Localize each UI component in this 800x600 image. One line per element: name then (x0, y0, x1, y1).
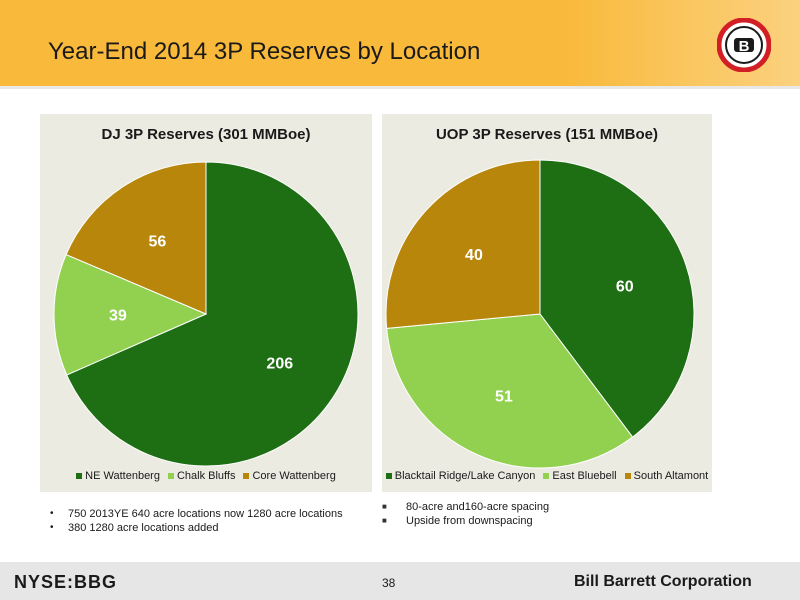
uop-pie-slice (539, 159, 695, 438)
dj-notes: • 750 2013YE 640 acre locations now 1280 … (50, 507, 343, 535)
uop-notes: ■ 80-acre and160-acre spacing ■ Upside fro… (382, 500, 549, 528)
uop-chart-legend: Blacktail Ridge/Lake Canyon East Bluebell… (382, 470, 712, 482)
footer-company: Bill Barrett Corporation (574, 573, 752, 590)
dj-legend-item: Core Wattenberg (243, 470, 336, 482)
dj-pie-slice (66, 161, 359, 467)
footer-ticker: NYSE:BBG (14, 572, 118, 592)
legend-label: South Altamont (633, 470, 709, 482)
company-logo: B (717, 18, 771, 72)
footer-bar (0, 562, 800, 600)
logo-letter: B (739, 38, 750, 55)
bullet-dot-icon: • (50, 508, 54, 519)
legend-label: Chalk Bluffs (176, 470, 236, 482)
uop-slice-value-label: 60 (616, 279, 634, 296)
legend-swatch-icon (624, 473, 631, 479)
bullet-dot-icon: • (50, 522, 54, 533)
dj-chart-panel: DJ 3P Reserves (301 MMBoe) 206 39 56 NE Wa… (40, 114, 372, 492)
dj-chart-title: DJ 3P Reserves (301 MMBoe) (101, 126, 311, 143)
legend-label: Core Wattenberg (252, 470, 336, 482)
uop-slice-value-label: 40 (465, 247, 483, 264)
uop-slice-value-label: 51 (495, 389, 513, 406)
note-item: ■ Upside from downspacing (382, 515, 533, 527)
dj-slice-value-label: 206 (266, 355, 293, 372)
uop-chart-panel: UOP 3P Reserves (151 MMBoe) 60 51 40 Black… (382, 114, 712, 492)
bullet-square-icon: ■ (382, 502, 387, 511)
dj-pie-slice (53, 253, 208, 376)
header-divider (0, 86, 800, 89)
dj-chart-legend: NE Wattenberg Chalk Bluffs Core Wattenberg (40, 470, 372, 482)
bullet-square-icon: ■ (382, 516, 387, 525)
legend-swatch-icon (76, 473, 83, 479)
header-fade (0, 0, 800, 86)
note-item: • 380 1280 acre locations added (50, 522, 219, 534)
legend-label: East Bluebell (552, 470, 617, 482)
dj-pie-chart: 206 39 56 (53, 161, 359, 467)
dj-legend-item: NE Wattenberg (76, 470, 160, 482)
uop-chart-title: UOP 3P Reserves (151 MMBoe) (435, 126, 659, 143)
dj-slice-value-label: 56 (148, 233, 166, 250)
legend-swatch-icon (385, 473, 392, 479)
legend-label: NE Wattenberg (85, 470, 160, 482)
dj-pie-slice (65, 161, 207, 315)
legend-swatch-icon (167, 473, 174, 479)
page-number: 38 (382, 576, 396, 590)
note-item: ■ 80-acre and160-acre spacing (382, 501, 550, 513)
slide-title: Year-End 2014 3P Reserves by Location (48, 38, 481, 65)
uop-legend-item: Blacktail Ridge/Lake Canyon (385, 470, 536, 482)
uop-pie-slice (386, 313, 634, 469)
dj-legend-item: Chalk Bluffs (167, 470, 236, 482)
uop-pie-chart: 60 51 40 (385, 159, 695, 469)
legend-swatch-icon (243, 473, 250, 479)
uop-legend-item: South Altamont (624, 470, 709, 482)
legend-swatch-icon (543, 473, 550, 479)
uop-legend-item: East Bluebell (543, 470, 617, 482)
header-bar (0, 0, 800, 86)
dj-slice-value-label: 39 (109, 307, 127, 324)
note-item: • 750 2013YE 640 acre locations now 1280 … (50, 508, 343, 520)
uop-pie-slice (385, 159, 541, 329)
legend-label: Blacktail Ridge/Lake Canyon (394, 470, 536, 482)
